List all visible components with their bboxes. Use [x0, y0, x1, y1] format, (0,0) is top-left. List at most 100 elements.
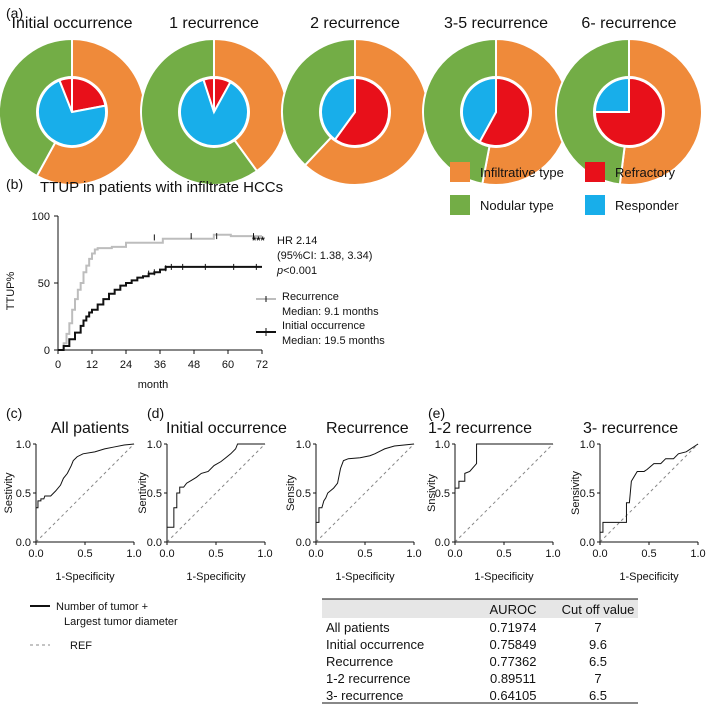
roc-ytick-label: 1.0: [580, 439, 595, 451]
km-xtick-label: 72: [256, 359, 268, 371]
roc-xtick-label: 0.0: [592, 548, 607, 560]
legend-label-responder: Responder: [615, 198, 679, 213]
pie-title: 1 recurrence: [169, 15, 259, 32]
legend-label-infiltrative: Infiltrative type: [480, 165, 564, 180]
pie-title: 6- recurrence: [581, 15, 676, 32]
roc-legend-ref-label: REF: [70, 640, 92, 652]
table-cell: 1-2 recurrence: [326, 671, 411, 686]
km-legend-initial-label: Initial occurrence: [282, 320, 365, 332]
roc-curve: [35, 443, 135, 542]
km-lines: [58, 233, 262, 351]
km-ytick-label: 50: [38, 278, 50, 290]
table-cell: Recurrence: [326, 654, 393, 669]
km-ytick-label: 0: [44, 345, 50, 357]
roc-x-label: 1-Specificity: [474, 571, 534, 583]
roc-x-label: 1-Specificity: [619, 571, 679, 583]
km-line-recurrence: [58, 233, 262, 351]
roc-title: All patients: [51, 420, 129, 437]
roc-y-label: Sensivity: [570, 470, 582, 515]
roc-ytick-label: 0.5: [147, 488, 162, 500]
roc-ytick-label: 1.0: [435, 439, 450, 451]
pie-slice-refractory: [71, 76, 107, 114]
roc-ytick-label: 0.5: [296, 488, 311, 500]
roc-legend: Number of tumor + Largest tumor diameter…: [30, 601, 178, 652]
table-cell: 0.71974: [490, 620, 537, 635]
pie-charts: Initial occurrence 1 recurrence 2 recurren…: [0, 15, 703, 186]
roc-x-label: 1-Specificity: [55, 571, 115, 583]
km-x-label: month: [138, 379, 169, 391]
roc-xtick-label: 0.0: [447, 548, 462, 560]
km-xtick-label: 12: [86, 359, 98, 371]
roc-xtick-label: 0.5: [496, 548, 511, 560]
table-cell: 0.75849: [490, 637, 537, 652]
km-xtick-label: 0: [55, 359, 61, 371]
roc-ytick-label: 0.5: [435, 488, 450, 500]
roc-xtick-label: 0.0: [159, 548, 174, 560]
km-p-number: <0.001: [283, 265, 317, 277]
roc-xtick-label: 1.0: [126, 548, 141, 560]
legend-swatch-responder: [585, 195, 605, 215]
roc-xtick-label: 0.5: [77, 548, 92, 560]
pie-slice-responder: [461, 76, 497, 144]
roc-xtick-label: 1.0: [406, 548, 421, 560]
roc-xtick-label: 1.0: [690, 548, 705, 560]
table-header-bg: [322, 599, 638, 618]
pie-legend: Infiltrative type Nodular type Refractor…: [450, 162, 679, 215]
roc-y-label: Sestivity: [3, 472, 15, 513]
km-ci: (95%CI: 1.38, 3.34): [277, 250, 372, 262]
pie-slice-nodular: [281, 37, 356, 167]
roc-title: 3- recurrence: [583, 420, 678, 437]
roc-ref-line: [35, 443, 135, 543]
roc-x-label: 1-Specificity: [186, 571, 246, 583]
roc-y-label: Snsivity: [426, 474, 438, 512]
table-cell: 7: [594, 620, 601, 635]
panel-e-label: (e): [428, 405, 445, 421]
pie-slice-refractory-2: [58, 76, 73, 113]
roc-curve: [315, 443, 415, 542]
pie-slice-refractory: [333, 76, 390, 147]
km-p-symbol: p: [276, 265, 283, 277]
km-significance-stars: ***: [252, 235, 266, 247]
pie-title: 3-5 recurrence: [444, 15, 548, 32]
table-cell: Initial occurrence: [326, 637, 424, 652]
roc-legend-model-label-2: Largest tumor diameter: [64, 616, 178, 628]
km-ytick-label: 100: [32, 211, 50, 223]
pie-slice-refractory: [478, 76, 531, 147]
pie-slice-refractory-2: [202, 76, 215, 113]
legend-swatch-refractory: [585, 162, 605, 182]
table-cell: 0.77362: [490, 654, 537, 669]
km-xtick-label: 24: [120, 359, 132, 371]
roc-title: Initial occurrence: [166, 420, 287, 437]
roc-xtick-label: 1.0: [545, 548, 560, 560]
roc-ref-line: [454, 443, 554, 543]
panel-d-label: (d): [147, 405, 164, 421]
roc-curve: [166, 443, 265, 542]
roc-xtick-label: 0.0: [308, 548, 323, 560]
roc-y-label: Sentivity: [137, 472, 149, 514]
roc-ref-line: [166, 443, 266, 543]
legend-swatch-nodular: [450, 195, 470, 215]
km-xtick-label: 48: [188, 359, 200, 371]
table-header-cell: AUROC: [490, 602, 537, 617]
roc-xtick-label: 0.5: [641, 548, 656, 560]
roc-curve: [599, 443, 699, 542]
roc-x-label: 1-Specificity: [335, 571, 395, 583]
roc-ytick-label: 0.0: [147, 537, 162, 549]
roc-ref-line: [315, 443, 415, 543]
pie-title: 2 recurrence: [310, 15, 400, 32]
km-legend-recurrence-median: Median: 9.1 months: [282, 306, 379, 318]
roc-xtick-label: 0.0: [28, 548, 43, 560]
roc-ytick-label: 0.0: [435, 537, 450, 549]
pie-slice-responder: [593, 76, 630, 113]
km-line-initial: [58, 265, 262, 351]
legend-label-refractory: Refractory: [615, 165, 675, 180]
table-cell: 3- recurrence: [326, 688, 403, 703]
table-cell: 9.6: [589, 637, 607, 652]
km-y-label: TTUP%: [5, 272, 17, 311]
roc-ytick-label: 1.0: [147, 439, 162, 451]
panel-c-label: (c): [6, 405, 22, 421]
table-cell: All patients: [326, 620, 390, 635]
roc-ytick-label: 0.5: [580, 488, 595, 500]
legend-label-nodular: Nodular type: [480, 198, 554, 213]
roc-xtick-label: 1.0: [257, 548, 272, 560]
